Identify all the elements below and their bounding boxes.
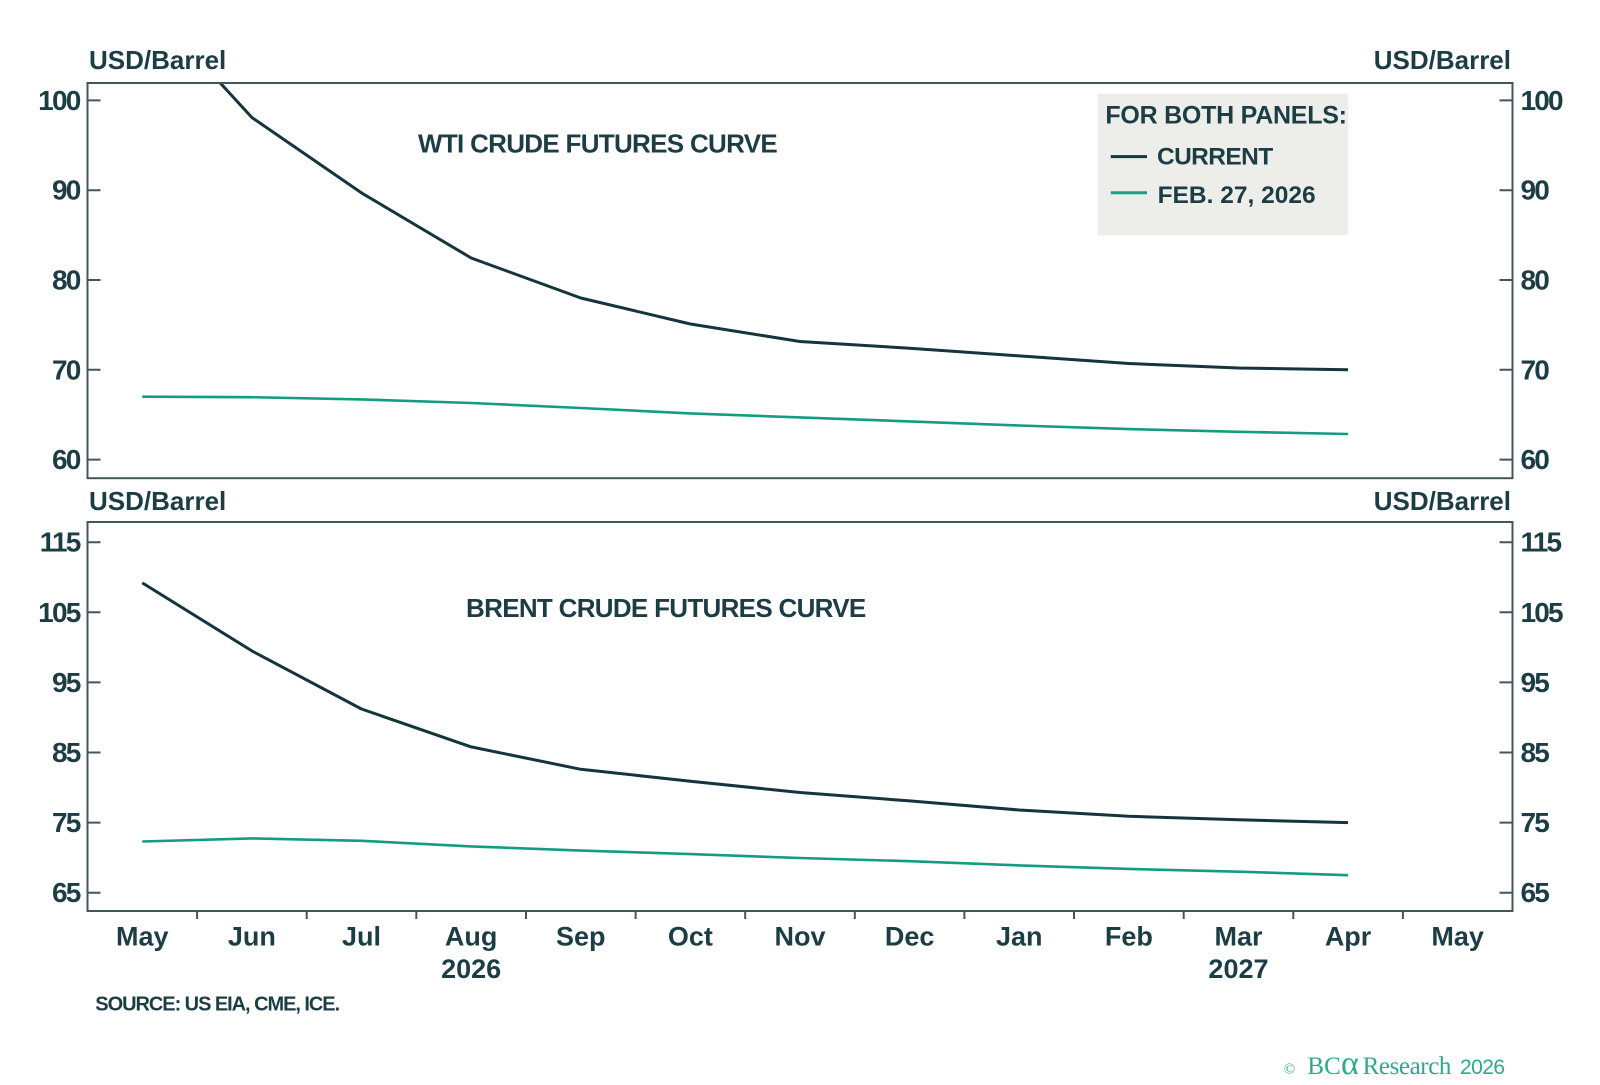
svg-text:80: 80 xyxy=(52,265,81,296)
svg-text:2026: 2026 xyxy=(441,954,501,984)
svg-text:75: 75 xyxy=(52,807,81,838)
svg-text:Research: Research xyxy=(1363,1053,1452,1080)
svg-text:α: α xyxy=(1341,1045,1359,1080)
svg-text:Jun: Jun xyxy=(228,922,276,952)
svg-text:SOURCE: US EIA, CME, ICE.: SOURCE: US EIA, CME, ICE. xyxy=(95,994,339,1016)
svg-text:115: 115 xyxy=(1521,527,1562,558)
svg-text:80: 80 xyxy=(1521,265,1550,296)
svg-text:FEB. 27, 2026: FEB. 27, 2026 xyxy=(1158,182,1316,209)
svg-text:2027: 2027 xyxy=(1208,954,1268,984)
svg-text:Oct: Oct xyxy=(668,922,713,952)
svg-text:USD/Barrel: USD/Barrel xyxy=(89,486,226,516)
svg-text:Jan: Jan xyxy=(996,922,1043,952)
svg-text:60: 60 xyxy=(1521,444,1550,475)
svg-text:90: 90 xyxy=(1521,175,1550,206)
svg-text:May: May xyxy=(1431,922,1484,952)
svg-text:USD/Barrel: USD/Barrel xyxy=(1374,45,1511,75)
svg-text:65: 65 xyxy=(52,877,81,908)
svg-text:Sep: Sep xyxy=(556,922,606,952)
svg-text:USD/Barrel: USD/Barrel xyxy=(89,45,226,75)
svg-text:May: May xyxy=(116,922,169,952)
svg-text:Aug: Aug xyxy=(445,922,497,952)
svg-text:95: 95 xyxy=(1521,667,1550,698)
svg-text:Nov: Nov xyxy=(774,922,825,952)
svg-text:60: 60 xyxy=(52,444,81,475)
svg-text:90: 90 xyxy=(52,175,81,206)
svg-text:Feb: Feb xyxy=(1105,922,1153,952)
svg-text:100: 100 xyxy=(38,85,81,116)
svg-text:2026: 2026 xyxy=(1460,1056,1505,1079)
svg-text:WTI CRUDE FUTURES CURVE: WTI CRUDE FUTURES CURVE xyxy=(418,129,777,159)
svg-text:100: 100 xyxy=(1521,85,1564,116)
svg-text:Mar: Mar xyxy=(1214,922,1263,952)
svg-text:105: 105 xyxy=(38,597,81,628)
svg-text:85: 85 xyxy=(52,737,81,768)
svg-text:65: 65 xyxy=(1521,877,1550,908)
svg-text:85: 85 xyxy=(1521,737,1550,768)
svg-text:CURRENT: CURRENT xyxy=(1157,143,1273,170)
svg-text:Apr: Apr xyxy=(1325,922,1372,952)
svg-text:75: 75 xyxy=(1521,807,1550,838)
svg-text:©: © xyxy=(1284,1062,1295,1078)
svg-text:Jul: Jul xyxy=(342,922,381,952)
svg-text:70: 70 xyxy=(1521,354,1550,385)
svg-text:BRENT CRUDE FUTURES CURVE: BRENT CRUDE FUTURES CURVE xyxy=(466,593,866,623)
svg-text:FOR BOTH PANELS:: FOR BOTH PANELS: xyxy=(1105,102,1346,130)
svg-text:Dec: Dec xyxy=(885,922,935,952)
svg-text:95: 95 xyxy=(52,667,81,698)
svg-text:105: 105 xyxy=(1521,597,1564,628)
svg-text:BC: BC xyxy=(1307,1053,1340,1080)
svg-text:USD/Barrel: USD/Barrel xyxy=(1374,486,1511,516)
svg-text:70: 70 xyxy=(52,354,81,385)
svg-text:115: 115 xyxy=(40,527,81,558)
